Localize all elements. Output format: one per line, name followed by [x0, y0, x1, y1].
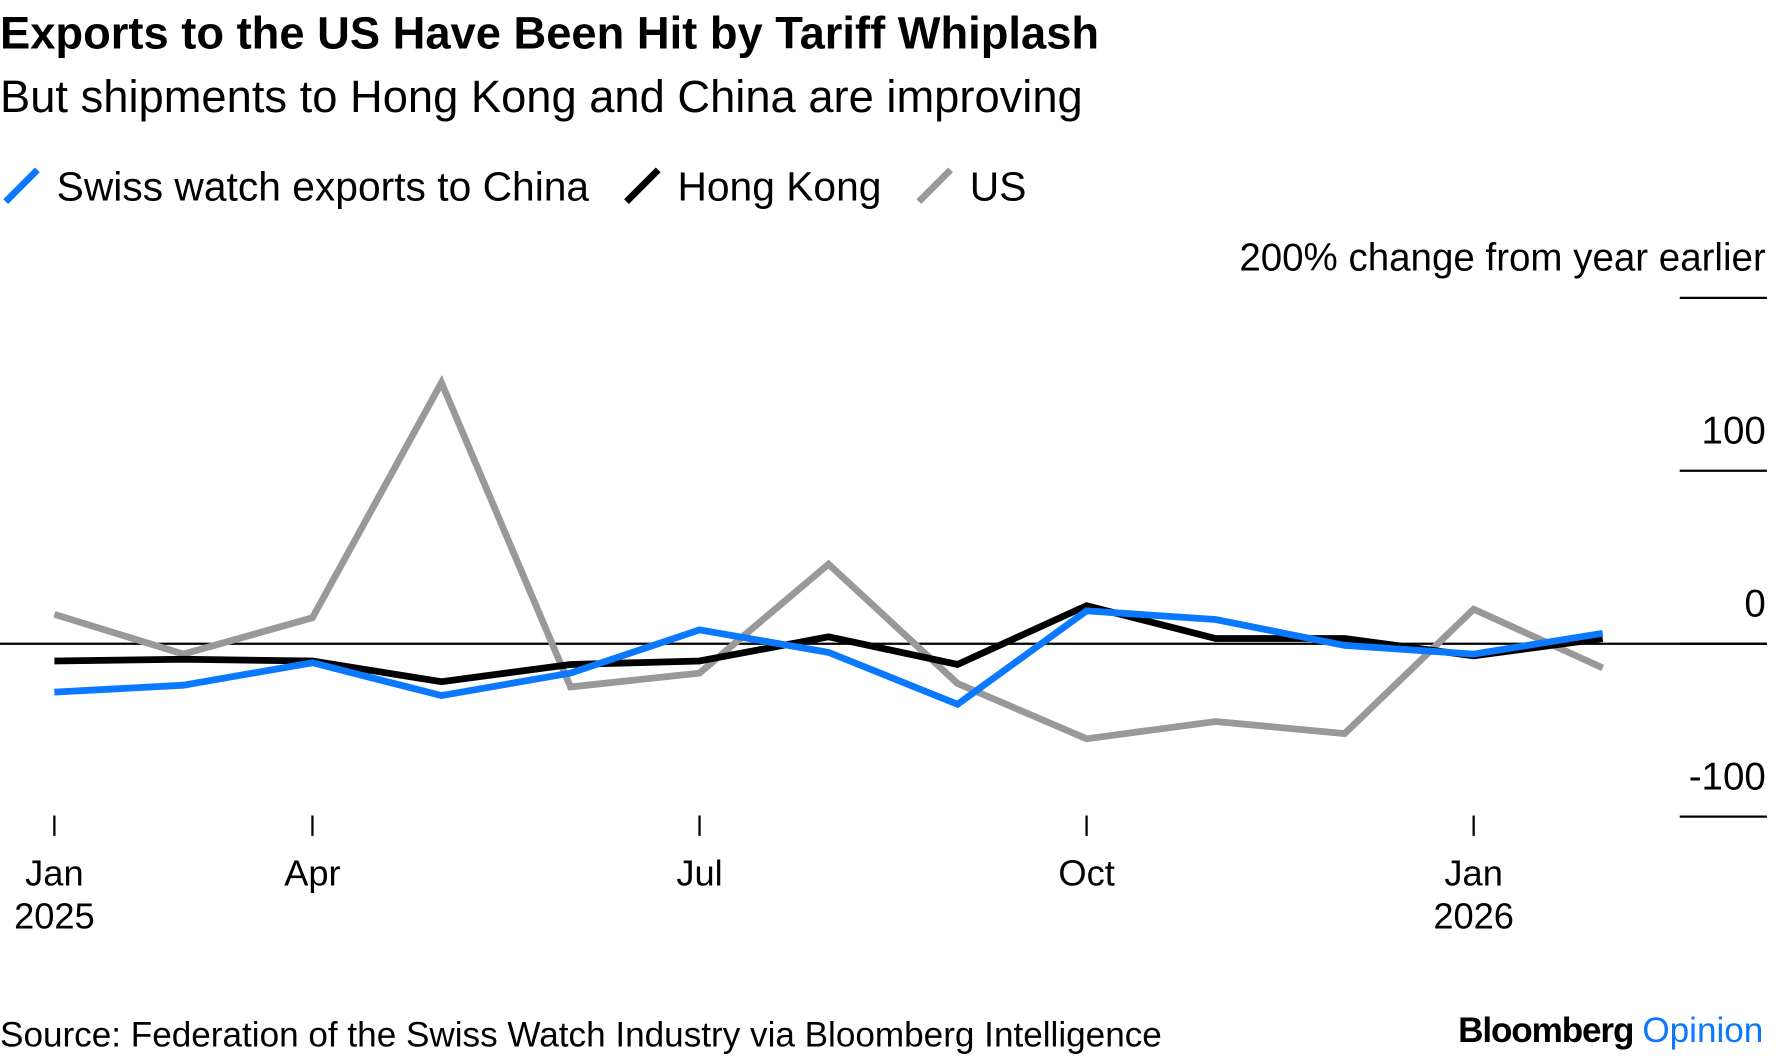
- series-line: [53, 374, 1605, 743]
- x-tick-label: Jan 2025: [14, 852, 95, 937]
- x-tick-label: Jan 2026: [1433, 852, 1514, 937]
- legend-swatch: [3, 167, 40, 205]
- x-tick-text: Jan 2025: [14, 852, 95, 937]
- chart-title: Exports to the US Have Been Hit by Tarif…: [0, 8, 1099, 59]
- x-tick-text: Jan 2026: [1433, 852, 1514, 937]
- legend-label: Swiss watch exports to China: [57, 163, 590, 209]
- y-tick-label: 200% change from year earlier: [1239, 237, 1766, 280]
- brand: Opinion: [1642, 1011, 1763, 1050]
- x-tick-text: Jul: [676, 852, 723, 894]
- y-tick-label: 100: [1702, 410, 1766, 453]
- x-tick-text: Oct: [1058, 852, 1115, 894]
- x-tick-label: Oct: [1058, 852, 1115, 894]
- legend-swatch: [916, 167, 953, 205]
- brand: Bloomberg: [1458, 1011, 1633, 1050]
- x-tick-text: Apr: [284, 852, 341, 894]
- y-tick-label: -100: [1689, 755, 1766, 798]
- y-tick-label: 0: [1744, 583, 1765, 626]
- x-tick-label: Jul: [676, 852, 723, 894]
- legend-swatch: [624, 167, 661, 205]
- legend-label: Hong Kong: [677, 163, 881, 209]
- legend-label: US: [970, 163, 1027, 209]
- x-tick-label: Apr: [284, 852, 341, 894]
- chart-subtitle: But shipments to Hong Kong and China are…: [0, 71, 1083, 122]
- source: Source: Federation of the Swiss Watch In…: [0, 1016, 1162, 1055]
- series-line: [54, 607, 1604, 709]
